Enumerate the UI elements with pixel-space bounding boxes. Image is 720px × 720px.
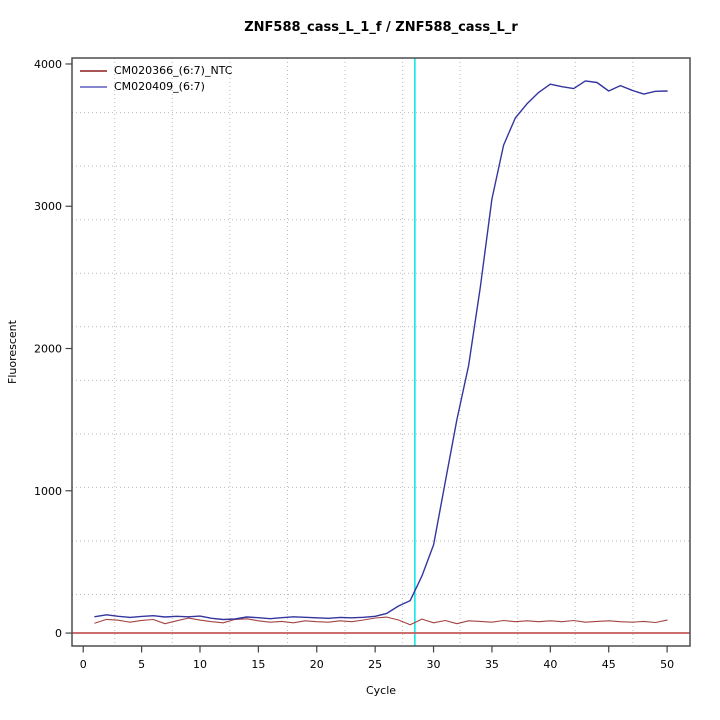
x-tick-label: 35 bbox=[485, 658, 499, 671]
legend-item-ntc: CM020366_(6:7)_NTC bbox=[80, 64, 232, 77]
plot-area: 0 5 10 15 20 25 30 35 40 45 50 0 1000 2000 3000 4000 bbox=[34, 57, 691, 671]
y-tick-label: 0 bbox=[55, 627, 62, 640]
x-tick-label: 45 bbox=[602, 658, 616, 671]
legend-line-swatch-ntc bbox=[80, 69, 107, 72]
series-curve-1 bbox=[94, 80, 668, 621]
legend-label-ntc: CM020366_(6:7)_NTC bbox=[114, 64, 233, 77]
series-curve-0 bbox=[94, 616, 668, 626]
x-tick-label: 40 bbox=[543, 658, 557, 671]
x-tick-label: 15 bbox=[251, 658, 265, 671]
x-tick-label: 10 bbox=[193, 658, 207, 671]
y-axis-label: Fluorescent bbox=[6, 320, 19, 384]
y-tick-label: 1000 bbox=[34, 485, 62, 498]
x-tick-label: 20 bbox=[310, 658, 324, 671]
y-tick-label: 4000 bbox=[34, 58, 62, 71]
legend: CM020366_(6:7)_NTC CM020409_(6:7) bbox=[80, 64, 232, 93]
chart-title: ZNF588_cass_L_1_f / ZNF588_cass_L_r bbox=[244, 20, 518, 35]
legend-label-sample: CM020409_(6:7) bbox=[114, 80, 205, 93]
x-tick-label: 30 bbox=[427, 658, 441, 671]
plot-box-border bbox=[71, 57, 691, 647]
legend-line-swatch-sample bbox=[80, 85, 107, 88]
y-tick-label: 3000 bbox=[34, 200, 62, 213]
x-tick-label: 25 bbox=[368, 658, 382, 671]
y-tick-label: 2000 bbox=[34, 343, 62, 356]
x-tick-label: 50 bbox=[660, 658, 674, 671]
x-axis-label: Cycle bbox=[365, 684, 397, 697]
x-tick-label: 0 bbox=[80, 658, 87, 671]
x-tick-label: 5 bbox=[138, 658, 145, 671]
legend-item-sample: CM020409_(6:7) bbox=[80, 80, 232, 93]
